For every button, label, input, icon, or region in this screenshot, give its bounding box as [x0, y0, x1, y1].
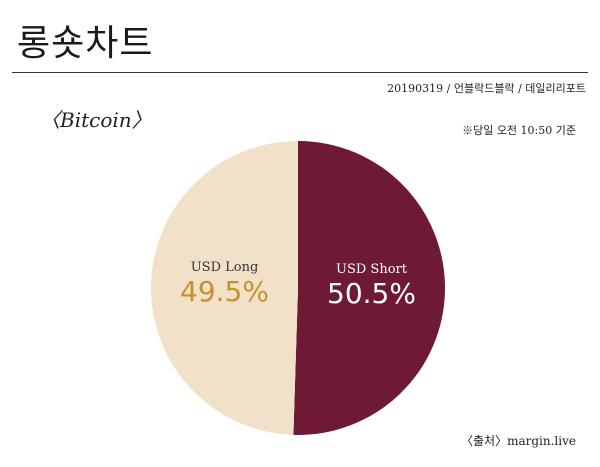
page-title: 롱숏차트 — [17, 23, 154, 64]
pie-slice-usd-short — [293, 141, 446, 436]
header-divider — [12, 72, 588, 73]
timestamp-note: ※당일 오전 10:50 기준 — [462, 124, 576, 137]
pie-slice-usd-long — [151, 141, 298, 435]
slice-value-label: 49.5% — [180, 275, 269, 308]
slice-name-label: USD Long — [191, 260, 259, 275]
source-credit: 〈출처〉margin.live — [461, 434, 576, 448]
chart-subtitle: 〈Bitcoin〉 — [40, 108, 152, 132]
slice-name-label: USD Short — [336, 262, 408, 277]
report-meta: 20190319 / 언블락드블락 / 데일리리포트 — [387, 82, 586, 95]
slice-value-label: 50.5% — [327, 277, 416, 310]
